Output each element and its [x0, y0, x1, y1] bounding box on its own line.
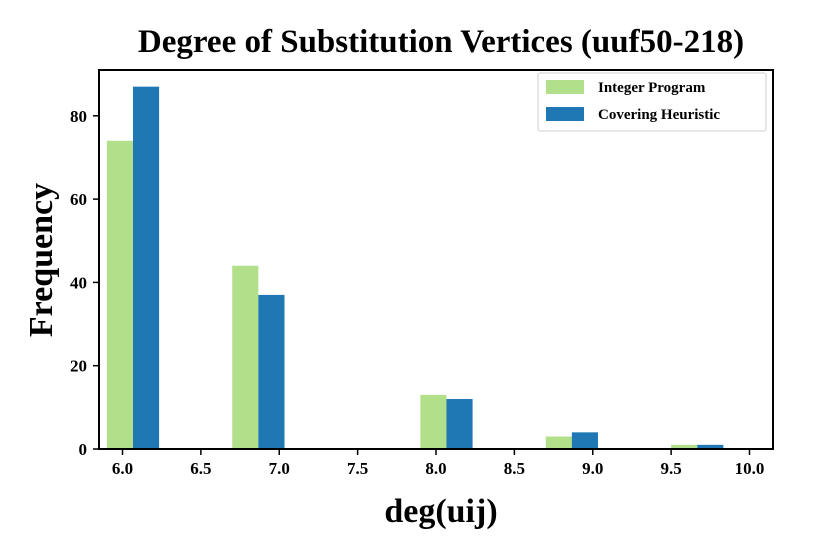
y-tick-label: 20 [70, 357, 87, 376]
bars-group [106, 86, 724, 450]
x-tick-label: 6.5 [190, 459, 211, 478]
x-tick-label: 9.5 [660, 459, 681, 478]
y-tick-label: 40 [70, 273, 87, 292]
x-tick-label: 9.0 [582, 459, 603, 478]
x-tick-label: 8.5 [504, 459, 525, 478]
legend-swatch-integer-program [546, 80, 584, 94]
bar-integer-program-1 [232, 265, 259, 449]
bar-covering-heuristic-2 [446, 399, 473, 449]
legend-label-integer-program: Integer Program [598, 80, 706, 96]
bar-integer-program-0 [106, 140, 133, 450]
bar-covering-heuristic-4 [697, 444, 724, 449]
bar-covering-heuristic-0 [132, 86, 160, 449]
bar-integer-program-4 [671, 444, 698, 449]
legend-box [537, 72, 767, 132]
legend: Integer Program Covering Heuristic [537, 72, 767, 132]
y-tick-label: 80 [70, 107, 87, 126]
x-axis-label: deg(uij) [384, 493, 497, 530]
y-tick-label: 60 [70, 190, 87, 209]
x-axis-ticks: 6.0 6.5 7.0 7.5 8.0 8.5 9.0 9.5 10.0 [112, 449, 764, 478]
bar-covering-heuristic-3 [571, 432, 598, 449]
x-tick-label: 10.0 [735, 459, 765, 478]
x-tick-label: 8.0 [425, 459, 446, 478]
y-tick-label: 0 [79, 440, 88, 459]
bar-covering-heuristic-1 [258, 294, 285, 449]
x-tick-label: 7.5 [347, 459, 368, 478]
bar-integer-program-3 [545, 436, 572, 449]
y-axis-label: Frequency [23, 183, 60, 337]
bar-integer-program-2 [420, 394, 447, 449]
legend-label-covering-heuristic: Covering Heuristic [598, 107, 720, 123]
chart-title: Degree of Substitution Vertices (uuf50-2… [138, 24, 744, 60]
x-tick-label: 6.0 [112, 459, 133, 478]
x-tick-label: 7.0 [269, 459, 290, 478]
legend-swatch-covering-heuristic [546, 107, 584, 121]
y-axis-ticks: 0 20 40 60 80 [70, 107, 99, 459]
